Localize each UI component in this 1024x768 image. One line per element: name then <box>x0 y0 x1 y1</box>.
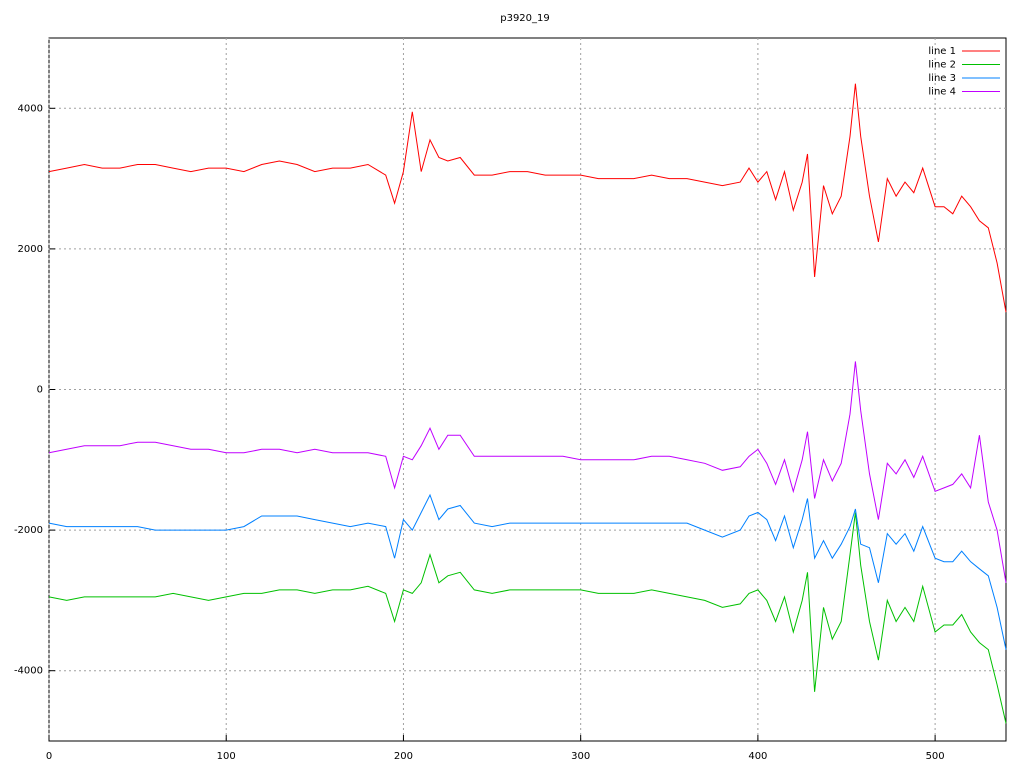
chart-title: p3920_19 <box>500 13 550 24</box>
legend-label: line 3 <box>928 73 956 84</box>
x-tick-label: 300 <box>571 751 590 762</box>
legend-label: line 2 <box>928 60 956 71</box>
y-tick-label: 2000 <box>18 244 43 255</box>
y-tick-label: 0 <box>37 385 43 396</box>
y-tick-label: -2000 <box>14 525 43 536</box>
y-tick-label: -4000 <box>14 666 43 677</box>
x-tick-label: 500 <box>926 751 945 762</box>
legend-label: line 1 <box>928 46 956 57</box>
x-tick-label: 0 <box>46 751 52 762</box>
data-line <box>48 361 1007 583</box>
x-tick-label: 400 <box>748 751 767 762</box>
legend-label: line 4 <box>928 87 956 98</box>
y-tick-label: 4000 <box>18 103 43 114</box>
x-tick-label: 200 <box>394 751 413 762</box>
data-line <box>48 512 1007 724</box>
data-line <box>48 83 1007 313</box>
x-tick-label: 100 <box>217 751 236 762</box>
data-line <box>48 493 1007 650</box>
